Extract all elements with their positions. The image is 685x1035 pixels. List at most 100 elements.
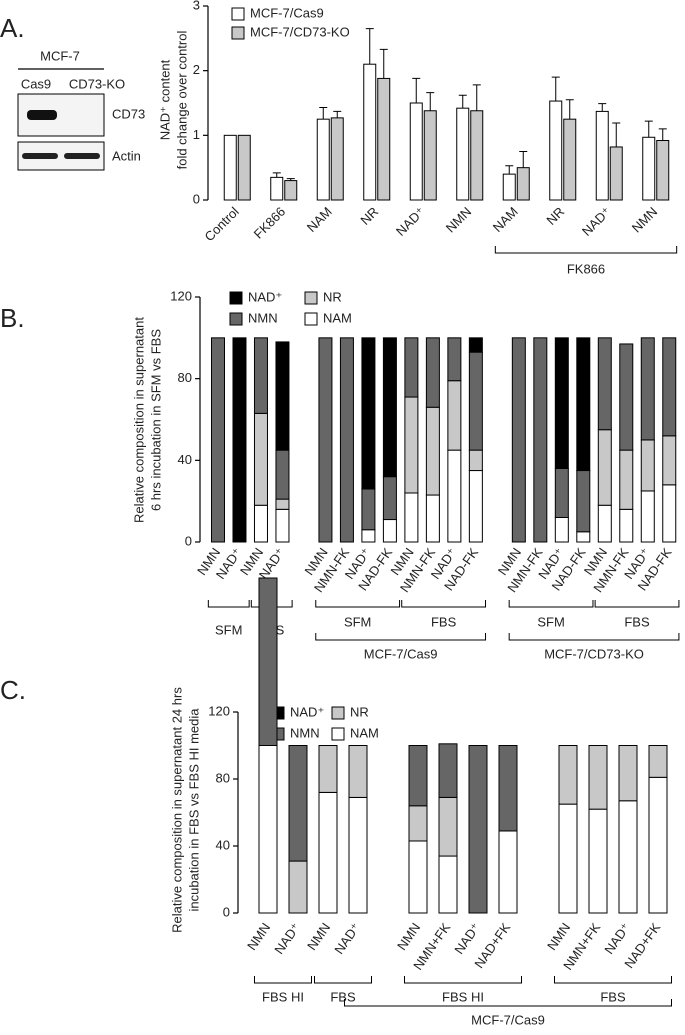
bar-segment — [408, 745, 428, 807]
panel-label: B. — [0, 303, 25, 333]
bar-segment — [361, 337, 376, 490]
group-label: FBS — [600, 989, 626, 1004]
bar — [642, 136, 656, 201]
bar-segment — [588, 808, 608, 914]
x-tick-label: NMN — [244, 920, 273, 953]
y-tick-label: 0 — [185, 533, 192, 548]
blot-cell-line: MCF-7 — [40, 48, 80, 63]
y-axis-label: Relative composition in supernatant 24 h… — [169, 687, 184, 933]
group-bracket — [508, 600, 594, 608]
bar-segment — [447, 380, 462, 451]
bar-segment — [618, 800, 638, 914]
bar-segment — [253, 412, 268, 506]
error-bar — [519, 151, 528, 168]
x-tick-label: NR — [543, 204, 567, 228]
bar-segment — [640, 337, 655, 441]
error-bar — [551, 76, 560, 102]
blot-panel — [17, 93, 105, 137]
bar — [409, 102, 423, 201]
bar — [377, 77, 391, 201]
bar — [609, 146, 623, 201]
group-label: FBS HI — [262, 989, 304, 1004]
y-axis-label: 6 hrs incubation in SFM vs FBS — [148, 329, 163, 511]
bar — [237, 134, 251, 201]
legend-swatch — [229, 291, 243, 305]
error-bar — [412, 77, 421, 103]
error-bar — [272, 172, 281, 178]
y-tick-label: 1 — [193, 127, 200, 142]
group-label: SFM — [537, 614, 564, 629]
bar-segment — [348, 745, 368, 798]
bar-segment — [648, 776, 668, 914]
legend-label: MCF-7/Cas9 — [250, 5, 324, 20]
bar — [470, 110, 484, 201]
bar-segment — [425, 406, 440, 496]
bar-segment — [232, 337, 247, 543]
bar-segment — [597, 337, 612, 431]
y-tick-label: 120 — [170, 288, 192, 303]
bar-segment — [447, 449, 462, 543]
x-tick-label: NMN — [629, 204, 661, 236]
x-tick-label: NAM — [490, 204, 521, 235]
bar-segment — [468, 449, 483, 472]
legend-label: NAM — [350, 725, 379, 740]
x-tick-label: NAM — [304, 204, 335, 235]
blot-lane-label: CD73-KO — [69, 76, 125, 91]
legend-label: NR — [350, 704, 369, 719]
bar-segment — [288, 860, 308, 914]
group-bracket — [508, 633, 680, 641]
bar — [549, 100, 563, 201]
bar — [423, 110, 437, 201]
bar-segment — [348, 796, 368, 914]
error-bar — [458, 94, 467, 109]
x-tick-label: FK866 — [251, 204, 289, 242]
bar-segment — [408, 840, 428, 914]
bar-segment — [258, 745, 278, 914]
bar-segment — [662, 435, 677, 486]
bar-segment — [438, 743, 458, 798]
group-label: MCF-7/CD73-KO — [544, 646, 644, 661]
group-label: SFM — [215, 622, 242, 637]
bar — [563, 118, 577, 201]
y-tick-label: 80 — [216, 770, 230, 785]
bar-segment — [275, 449, 290, 500]
blot-protein-label: CD73 — [112, 106, 145, 121]
bar-segment — [253, 337, 268, 414]
panel-label: C. — [0, 675, 26, 705]
y-tick-label: 3 — [193, 0, 200, 12]
y-tick-label: 120 — [208, 703, 230, 718]
legend-label: NAD⁺ — [248, 289, 282, 304]
blot-band — [64, 153, 100, 159]
legend-label: NMN — [248, 310, 278, 325]
bar-segment — [597, 504, 612, 543]
bar-segment — [576, 337, 591, 472]
bar-segment — [662, 337, 677, 437]
bar-segment — [318, 791, 338, 914]
legend-swatch — [231, 7, 245, 21]
x-tick-label: NR — [357, 204, 381, 228]
bar-segment — [558, 803, 578, 914]
legend-label: MCF-7/CD73-KO — [250, 24, 350, 39]
blot-lane-label: Cas9 — [21, 76, 51, 91]
bar — [270, 176, 284, 201]
bar-segment — [382, 476, 397, 521]
bar — [330, 117, 344, 201]
bar-segment — [425, 337, 440, 408]
error-bar — [426, 92, 435, 111]
bar — [456, 107, 470, 201]
bar-segment — [404, 396, 419, 494]
bar-segment — [425, 494, 440, 543]
bar-segment — [597, 429, 612, 506]
bar — [284, 180, 298, 201]
x-tick-label: NAD⁺ — [393, 204, 428, 239]
group-bracket — [554, 976, 672, 984]
legend-swatch — [331, 706, 345, 720]
bar-segment — [558, 745, 578, 805]
bar-segment — [619, 449, 634, 510]
bar-segment — [468, 745, 488, 914]
x-tick-label: NAD⁺ — [331, 920, 363, 957]
group-bracket — [254, 976, 312, 984]
group-bracket — [314, 976, 372, 984]
bar-segment — [618, 745, 638, 802]
